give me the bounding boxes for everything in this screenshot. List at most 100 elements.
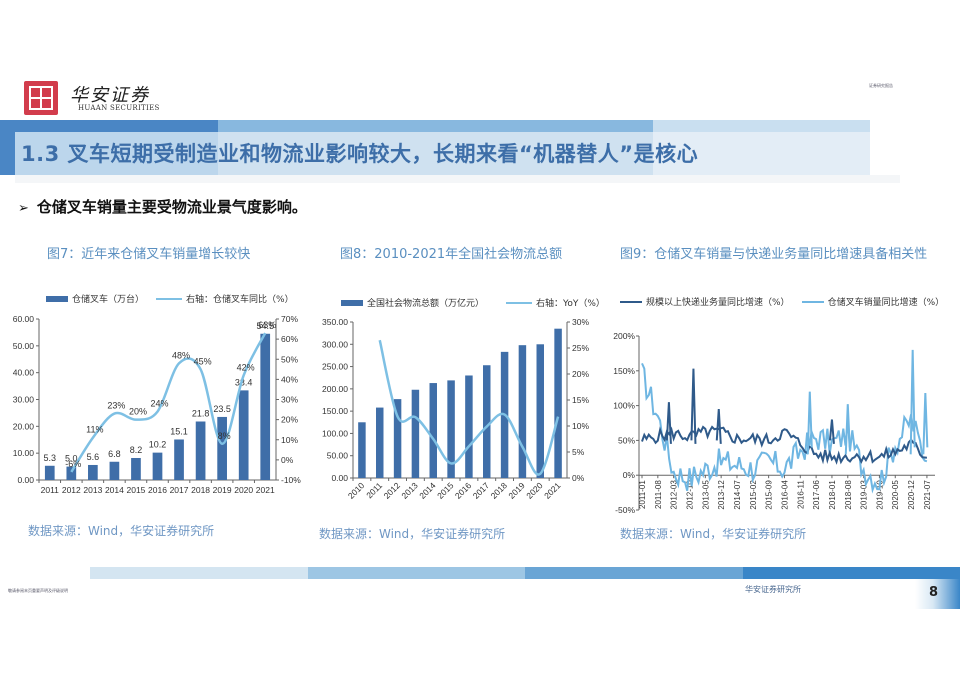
- figure-7-source: 数据来源：Wind，华安证券研究所: [28, 524, 215, 538]
- footer-band-3: [525, 567, 743, 579]
- svg-text:0.00: 0.00: [17, 475, 34, 485]
- svg-text:50%: 50%: [281, 354, 298, 364]
- svg-text:8%: 8%: [218, 431, 231, 441]
- svg-text:2018: 2018: [489, 480, 510, 501]
- footer-band-1: [90, 567, 308, 579]
- svg-text:50%: 50%: [618, 435, 635, 445]
- svg-text:0.00: 0.00: [331, 473, 348, 483]
- svg-text:2012: 2012: [62, 485, 81, 495]
- bullet-point: ➢ 仓储叉车销量主要受物流业景气度影响。: [18, 196, 307, 217]
- svg-text:30%: 30%: [572, 317, 589, 327]
- svg-text:10.2: 10.2: [149, 440, 167, 450]
- svg-text:20.00: 20.00: [13, 421, 35, 431]
- figure-8-legend: 全国社会物流总额（万亿元） 右轴：YoY（%）: [341, 296, 605, 309]
- legend-bar-swatch: [46, 295, 68, 302]
- page-number: 8: [929, 585, 939, 600]
- svg-text:2015-09: 2015-09: [765, 480, 774, 510]
- footer-band-2: [308, 567, 525, 579]
- svg-text:63%: 63%: [258, 320, 276, 330]
- svg-text:100%: 100%: [613, 401, 635, 411]
- svg-text:2021: 2021: [256, 485, 275, 495]
- figure-9-title: 图9：仓储叉车销量与快递业务量同比增速具备相关性: [620, 247, 928, 262]
- svg-text:0%: 0%: [572, 473, 585, 483]
- legend-label: 规模以上快递业务量同比增速（%）: [646, 298, 790, 308]
- svg-text:2014-07: 2014-07: [733, 480, 742, 510]
- svg-text:11%: 11%: [86, 425, 103, 435]
- svg-text:23.5: 23.5: [213, 404, 231, 414]
- svg-text:200.00: 200.00: [322, 384, 348, 394]
- svg-text:200%: 200%: [613, 331, 635, 341]
- svg-text:5.6: 5.6: [87, 452, 100, 462]
- svg-text:2017: 2017: [471, 480, 492, 501]
- svg-text:33.4: 33.4: [235, 377, 253, 387]
- svg-text:20%: 20%: [572, 369, 589, 379]
- svg-text:48%: 48%: [172, 350, 190, 360]
- svg-text:2021: 2021: [542, 480, 563, 501]
- svg-text:45%: 45%: [194, 356, 212, 366]
- svg-text:2013: 2013: [399, 480, 420, 501]
- svg-text:2019: 2019: [506, 480, 527, 501]
- svg-text:42%: 42%: [237, 362, 255, 372]
- svg-text:30.00: 30.00: [13, 395, 35, 405]
- logo-mark-icon: [24, 81, 58, 115]
- svg-text:23%: 23%: [107, 401, 125, 411]
- page-number-box: [915, 579, 960, 609]
- footer-band-4: [743, 567, 960, 579]
- svg-text:2016: 2016: [148, 485, 167, 495]
- svg-text:-6%: -6%: [65, 459, 81, 469]
- svg-text:24%: 24%: [150, 399, 168, 409]
- svg-text:150.00: 150.00: [322, 406, 348, 416]
- svg-text:2018: 2018: [191, 485, 210, 495]
- svg-text:5.0: 5.0: [65, 454, 78, 464]
- svg-text:10%: 10%: [572, 421, 589, 431]
- svg-text:54.5: 54.5: [256, 321, 274, 331]
- svg-text:2014: 2014: [105, 485, 124, 495]
- svg-text:60.00: 60.00: [13, 314, 35, 324]
- figure-8-source: 数据来源：Wind，华安证券研究所: [319, 527, 506, 541]
- figure-7-legend: 仓储叉车（万台） 右轴：仓储叉车同比（%）: [46, 292, 294, 305]
- svg-text:2012-03: 2012-03: [670, 480, 679, 510]
- svg-text:50.00: 50.00: [13, 341, 35, 351]
- svg-text:2018-08: 2018-08: [844, 480, 853, 510]
- svg-text:15%: 15%: [572, 395, 589, 405]
- svg-text:25%: 25%: [572, 343, 589, 353]
- legend-label: 仓储叉车（万台）: [72, 295, 145, 305]
- svg-text:2016-11: 2016-11: [796, 480, 805, 509]
- svg-text:2010: 2010: [346, 480, 367, 501]
- svg-text:2019-03: 2019-03: [860, 480, 869, 510]
- figure-9-legend: 规模以上快递业务量同比增速（%） 仓储叉车销量同比增速（%）: [620, 295, 944, 308]
- svg-text:2011: 2011: [364, 480, 384, 500]
- svg-text:2016: 2016: [453, 480, 474, 501]
- svg-text:2012: 2012: [382, 480, 403, 501]
- report-type-note: 证券研究报告: [869, 83, 893, 88]
- svg-text:70%: 70%: [281, 314, 298, 324]
- svg-text:100.00: 100.00: [322, 428, 348, 438]
- figure-8-chart: 0.00 50.00 100.00 150.00 200.00 250.00 300.00 3…: [310, 310, 610, 510]
- svg-text:21.8: 21.8: [192, 409, 210, 419]
- svg-text:60%: 60%: [281, 334, 298, 344]
- svg-text:2012-10: 2012-10: [685, 480, 694, 510]
- svg-text:150%: 150%: [613, 366, 635, 376]
- svg-text:-10%: -10%: [281, 475, 301, 485]
- svg-text:2019: 2019: [213, 485, 232, 495]
- svg-text:2017: 2017: [170, 485, 189, 495]
- svg-text:10.00: 10.00: [13, 448, 35, 458]
- svg-text:2013-05: 2013-05: [701, 480, 710, 510]
- bullet-text: 仓储叉车销量主要受物流业景气度影响。: [36, 198, 307, 216]
- legend-label: 右轴：仓储叉车同比（%）: [186, 295, 294, 305]
- svg-text:0%: 0%: [281, 455, 294, 465]
- legend-label: 全国社会物流总额（万亿元）: [367, 299, 485, 309]
- svg-text:2020: 2020: [524, 480, 545, 501]
- figure-7-chart: 0.00 10.00 20.00 30.00 40.00 50.00 60.00 -10% 0%…: [0, 310, 310, 500]
- title-shadow: [15, 175, 900, 183]
- svg-text:50.00: 50.00: [327, 451, 349, 461]
- svg-text:2021-07: 2021-07: [923, 480, 932, 510]
- svg-text:2020-05: 2020-05: [891, 480, 900, 510]
- legend-line-swatch: [506, 301, 533, 304]
- svg-text:6.8: 6.8: [108, 449, 121, 459]
- disclaimer-note: 敬请参阅末页重要声明及评级说明: [8, 588, 68, 593]
- svg-text:2011-08: 2011-08: [654, 480, 663, 509]
- svg-text:2013-12: 2013-12: [717, 480, 726, 510]
- svg-text:2014: 2014: [417, 480, 438, 501]
- svg-text:20%: 20%: [281, 415, 298, 425]
